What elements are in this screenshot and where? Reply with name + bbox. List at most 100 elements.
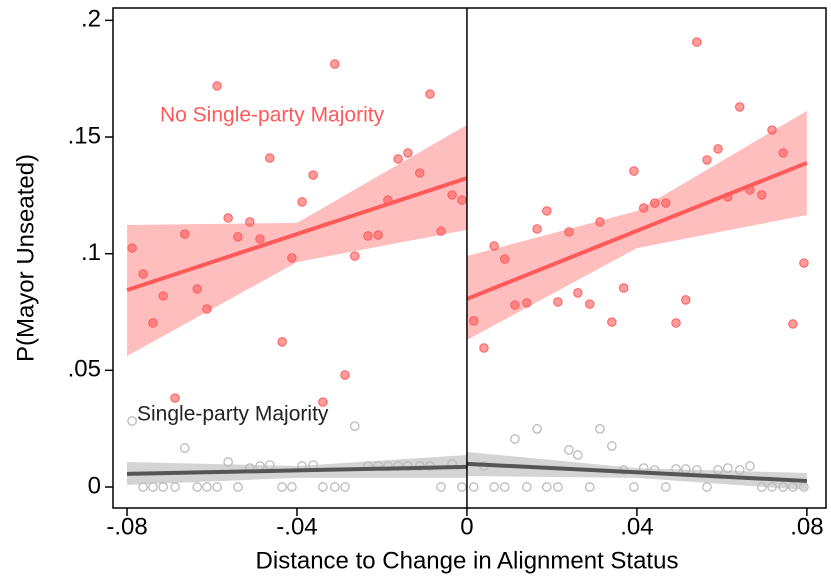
data-point [158,482,168,492]
data-point [318,482,328,492]
fit-line [466,161,808,301]
data-point [629,166,639,176]
x-tick-label: 0 [460,513,473,540]
data-point [223,213,233,223]
data-point [767,482,777,492]
data-point [265,153,275,163]
x-axis-label: Distance to Change in Alignment Status [256,547,679,574]
data-point [192,482,202,492]
data-point [212,81,222,91]
data-point [158,291,168,301]
data-point [340,482,350,492]
data-point [564,227,574,237]
data-point [595,424,605,434]
data-point [681,295,691,305]
data-point [436,226,446,236]
data-point [329,482,340,492]
x-tick-label: -.08 [106,513,147,540]
data-point [553,482,563,492]
data-point [778,148,788,158]
data-point [564,445,574,455]
data-point [127,416,137,426]
data-point [447,190,457,200]
data-point [619,283,629,293]
data-point [468,482,479,492]
data-point [277,482,287,492]
data-point [735,102,745,112]
y-axis-label: P(Mayor Unseated) [12,154,39,362]
data-point [722,463,733,473]
data-point [745,461,755,471]
data-point [202,304,212,314]
data-point [170,482,180,492]
data-point [330,59,340,69]
data-point [573,288,583,298]
data-point [595,217,605,227]
data-point [489,241,499,251]
data-point [541,482,552,492]
series-label: No Single-party Majority [160,104,385,127]
plot-frame [112,7,827,509]
data-point [138,269,148,279]
data-point [457,482,467,492]
data-point [542,206,552,216]
data-point [532,224,542,234]
data-point [340,370,350,380]
fit-line [126,176,468,292]
data-point [629,482,639,492]
data-point [661,198,671,208]
data-point [287,253,297,263]
data-point [393,154,403,164]
data-point [522,298,532,308]
y-tick-label: 0 [88,472,101,499]
data-point [500,254,510,264]
data-point [489,482,499,492]
y-tick-label: .15 [68,122,101,149]
data-point [573,450,583,460]
data-point [457,195,467,205]
data-point [778,482,788,492]
data-point [532,424,542,434]
data-point [148,318,158,328]
data-point [585,299,595,309]
data-point [639,203,649,213]
data-point [245,217,255,227]
data-point [767,125,777,135]
data-point [308,170,318,180]
series-label: Single-party Majority [137,403,329,426]
data-point [734,465,745,475]
data-point [692,37,702,47]
data-point [233,232,243,242]
data-point [180,229,190,239]
fit-line [126,464,467,476]
data-point [202,482,212,492]
data-point [499,482,510,492]
confidence-band [466,110,807,341]
data-point [553,297,563,307]
data-point [255,234,265,244]
data-point [756,482,767,492]
data-point [788,482,798,492]
data-point [223,457,234,467]
y-tick-label: .1 [81,239,101,266]
data-point [318,397,328,407]
data-point [192,284,202,294]
data-point [606,441,617,451]
data-point [297,197,307,207]
data-point [469,316,479,326]
data-point [702,155,712,165]
data-point [713,465,723,475]
data-point [479,343,489,353]
confidence-band [127,124,467,357]
data-point [349,421,360,431]
data-point [757,190,767,200]
data-point [788,319,798,329]
data-point [127,243,137,253]
data-point [522,482,532,492]
data-point [287,482,297,492]
data-point [403,461,413,471]
data-point [415,168,425,178]
fit-line [466,461,807,483]
data-point [212,482,222,492]
